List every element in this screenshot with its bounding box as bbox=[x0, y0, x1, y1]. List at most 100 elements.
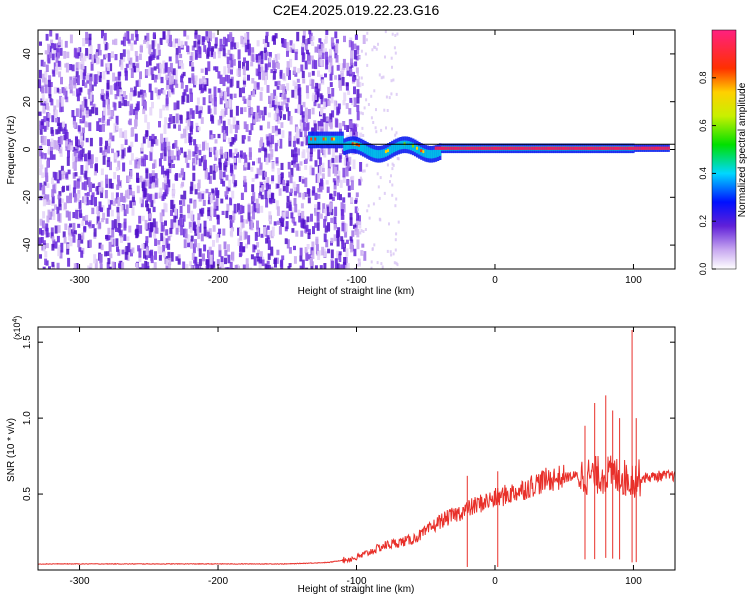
heat-cell bbox=[258, 55, 261, 63]
heat-cell bbox=[513, 146, 517, 150]
heat-cell bbox=[201, 83, 205, 89]
heat-cell bbox=[204, 168, 208, 178]
heat-cell bbox=[177, 38, 181, 48]
heat-cell bbox=[186, 45, 190, 52]
heat-cell bbox=[294, 51, 298, 61]
heat-cell bbox=[319, 265, 323, 269]
heat-cell bbox=[67, 169, 71, 175]
heat-cell bbox=[325, 59, 329, 70]
heat-cell bbox=[87, 159, 91, 166]
heat-cell bbox=[243, 73, 247, 81]
heat-cell bbox=[299, 265, 303, 269]
heat-cell bbox=[163, 153, 167, 161]
heat-cell bbox=[289, 40, 293, 46]
heat-cell bbox=[229, 34, 233, 40]
heat-cell bbox=[56, 52, 60, 59]
heat-cell bbox=[443, 146, 446, 150]
heat-cell bbox=[190, 265, 194, 269]
heat-cell bbox=[172, 68, 176, 76]
heat-cell bbox=[138, 267, 142, 269]
heat-cell bbox=[266, 42, 270, 47]
heat-cell bbox=[154, 221, 158, 229]
heat-cell bbox=[104, 147, 108, 158]
heat-cell bbox=[338, 122, 342, 129]
heat-cell bbox=[380, 149, 384, 159]
heat-cell bbox=[100, 59, 104, 67]
heat-cell bbox=[208, 175, 212, 184]
heat-cell bbox=[242, 61, 245, 69]
heat-cell bbox=[47, 113, 51, 119]
heat-cell bbox=[578, 146, 581, 150]
heat-cell bbox=[395, 92, 398, 96]
heat-cell bbox=[258, 157, 261, 164]
heat-cell bbox=[323, 233, 327, 243]
x-tick-label: -300 bbox=[70, 275, 90, 286]
heat-cell bbox=[78, 200, 82, 209]
heat-cell bbox=[99, 137, 103, 145]
heat-cell bbox=[353, 248, 357, 257]
heat-cell bbox=[343, 157, 347, 166]
heat-cell bbox=[373, 45, 375, 49]
heat-cell bbox=[184, 41, 188, 46]
heat-cell bbox=[82, 38, 86, 47]
heat-cell bbox=[281, 130, 285, 138]
heat-cell bbox=[206, 231, 210, 238]
heat-cell bbox=[268, 231, 272, 237]
heat-cell bbox=[72, 161, 76, 169]
heat-cell bbox=[259, 125, 263, 131]
heat-cell bbox=[327, 100, 331, 106]
heat-cell bbox=[205, 142, 209, 151]
heat-cell bbox=[346, 125, 350, 132]
heat-cell bbox=[197, 243, 201, 252]
heat-cell bbox=[348, 108, 352, 115]
heat-cell bbox=[326, 186, 330, 193]
heat-cell bbox=[228, 179, 232, 188]
heat-cell bbox=[331, 88, 335, 97]
heat-cell bbox=[279, 92, 283, 97]
heat-cell bbox=[178, 173, 182, 178]
heat-cell bbox=[269, 140, 273, 148]
heat-cell bbox=[329, 113, 333, 123]
heat-cell bbox=[215, 150, 219, 158]
heat-cell bbox=[42, 211, 46, 219]
heat-cell bbox=[183, 151, 187, 158]
heat-cell bbox=[57, 247, 61, 257]
heat-cell bbox=[358, 81, 362, 88]
heat-cell bbox=[51, 43, 54, 49]
heat-cell bbox=[244, 33, 248, 43]
heat-cell bbox=[590, 146, 593, 150]
heat-cell bbox=[65, 96, 69, 103]
heat-cell bbox=[63, 51, 67, 59]
heat-cell bbox=[226, 86, 230, 96]
heat-cell bbox=[168, 257, 172, 266]
heat-cell bbox=[264, 76, 267, 85]
heat-cell bbox=[94, 197, 97, 207]
heat-cell bbox=[105, 121, 108, 126]
heat-cell bbox=[274, 54, 278, 62]
heat-cell bbox=[87, 88, 91, 95]
heat-cell bbox=[224, 267, 228, 269]
heat-cell bbox=[203, 220, 207, 229]
heat-cell bbox=[310, 137, 314, 141]
heat-cell bbox=[210, 134, 214, 140]
heat-cell bbox=[270, 266, 274, 269]
heat-cell bbox=[282, 179, 286, 186]
heat-cell bbox=[215, 233, 219, 243]
heat-cell bbox=[55, 33, 59, 40]
heat-cell bbox=[239, 150, 243, 158]
heat-cell bbox=[300, 141, 304, 147]
heat-cell bbox=[116, 184, 120, 190]
heat-cell bbox=[45, 98, 49, 104]
heat-cell bbox=[43, 181, 47, 186]
heat-cell bbox=[309, 147, 313, 155]
heat-cell bbox=[44, 84, 48, 94]
heat-cell bbox=[327, 86, 331, 94]
heat-cell bbox=[262, 70, 265, 81]
heat-cell bbox=[661, 146, 664, 150]
heat-cell bbox=[82, 72, 86, 80]
heat-cell bbox=[286, 195, 290, 203]
heat-cell bbox=[95, 58, 99, 65]
heat-cell bbox=[194, 144, 198, 152]
heat-cell bbox=[360, 178, 363, 182]
heat-cell bbox=[351, 123, 355, 133]
